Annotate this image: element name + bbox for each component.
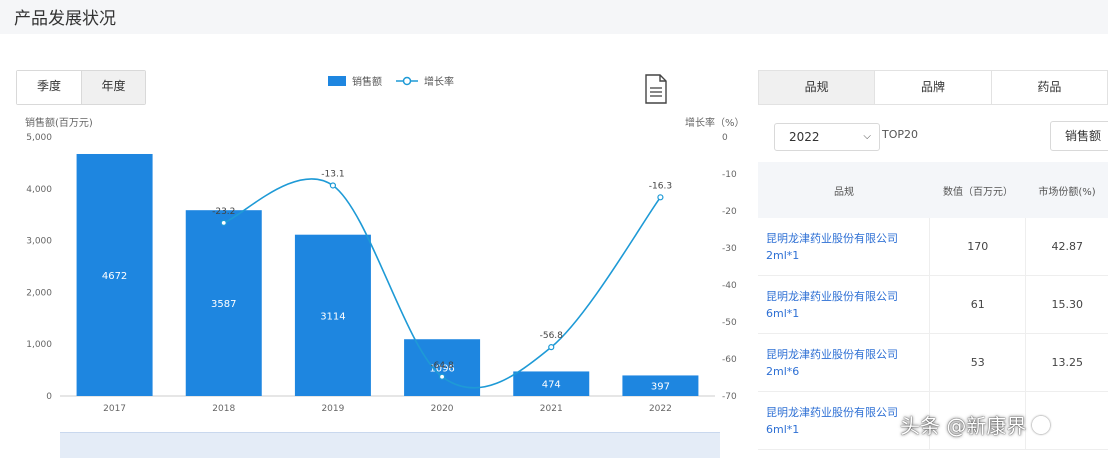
row-value: 53	[970, 356, 985, 369]
bar-value-label: 3587	[211, 299, 236, 310]
year-button[interactable]: 年度	[81, 71, 145, 104]
x-tick-label: 2019	[321, 404, 344, 414]
row-value: 170	[967, 240, 989, 253]
y-right-tick-label: -70	[722, 392, 737, 402]
bar-value-label: 1096	[429, 364, 454, 375]
growth-point	[657, 194, 664, 201]
y-right-tick-label: -30	[722, 244, 737, 254]
row-value: 61	[970, 298, 985, 311]
growth-value-label: -13.1	[321, 169, 344, 179]
ranking-table: 品规 数值（百万元） 市场份额(%) 昆明龙津药业股份有限公司 2ml*1 17…	[758, 162, 1108, 450]
year-select[interactable]: 2022 ⌵	[774, 123, 880, 151]
watermark-text: 头条 @新康界	[900, 414, 1027, 438]
y-left-tick-label: 3,000	[26, 237, 52, 247]
growth-value-label: -16.3	[649, 181, 672, 191]
x-tick-label: 2021	[540, 404, 563, 414]
legend-bar-label[interactable]: 销售额	[352, 77, 382, 88]
y-left-tick-label: 4,000	[26, 185, 52, 195]
growth-point	[329, 182, 337, 189]
legend-line-swatch[interactable]	[396, 75, 418, 87]
sort-button[interactable]: 销售额	[1050, 121, 1108, 151]
bar-value-label: 4672	[102, 271, 127, 282]
bar	[185, 210, 262, 396]
quarter-button[interactable]: 季度	[17, 71, 81, 104]
table-row[interactable]: 昆明龙津药业股份有限公司 6ml*1	[758, 392, 1108, 450]
x-tick-label: 2018	[212, 404, 235, 414]
bar-value-label: 397	[651, 382, 670, 393]
table-row[interactable]: 昆明龙津药业股份有限公司 2ml*6 53 13.25	[758, 334, 1108, 392]
row-name-link[interactable]: 昆明龙津药业股份有限公司 6ml*1	[766, 405, 898, 436]
document-icon[interactable]	[644, 74, 668, 104]
right-tabs: 品规 品牌 药品	[758, 70, 1108, 105]
year-select-value: 2022	[789, 130, 820, 144]
growth-value-label: -56.8	[540, 331, 564, 341]
row-name-link[interactable]: 昆明龙津药业股份有限公司 6ml*1	[766, 289, 898, 320]
y-left-tick-label: 5,000	[26, 133, 52, 143]
row-name-link[interactable]: 昆明龙津药业股份有限公司 2ml*6	[766, 347, 898, 378]
bar	[76, 153, 153, 396]
logo-icon	[1032, 415, 1051, 434]
row-share: 42.87	[1051, 240, 1083, 253]
x-tick-label: 2017	[103, 404, 126, 414]
row-share: 13.25	[1051, 356, 1083, 369]
y-right-tick-label: -20	[722, 207, 737, 217]
bar	[294, 234, 371, 396]
y-left-tick-label: 0	[46, 392, 52, 402]
sales-growth-chart: 0 1,000 2,000 3,000 4,000 5,000 0 -10 -20 -30 -40 -…	[26, 133, 737, 414]
top-label: TOP20	[882, 128, 919, 141]
y-right-tick-label: -50	[722, 318, 737, 328]
table-row[interactable]: 昆明龙津药业股份有限公司 2ml*1 170 42.87	[758, 218, 1108, 276]
period-toggle: 季度 年度	[16, 70, 146, 105]
tab-brand[interactable]: 品牌	[874, 71, 991, 104]
y-right-tick-label: 0	[722, 133, 728, 143]
x-tick-label: 2020	[431, 404, 454, 414]
page-title: 产品发展状况	[14, 9, 116, 29]
right-axis-title: 增长率（%）	[685, 118, 745, 129]
chart-scroll-slider[interactable]	[60, 432, 720, 458]
row-name-link[interactable]: 昆明龙津药业股份有限公司 2ml*1	[766, 231, 898, 262]
watermark: 头条 @新康界	[900, 410, 1051, 439]
y-right-tick-label: -10	[722, 170, 737, 180]
growth-value-label: -23.2	[212, 207, 235, 217]
left-axis-title: 销售额(百万元)	[25, 118, 93, 129]
tab-drug[interactable]: 药品	[990, 71, 1107, 104]
legend-line-label[interactable]: 增长率	[424, 77, 454, 88]
growth-point	[220, 219, 227, 226]
row-share: 15.30	[1051, 298, 1083, 311]
column-header-share: 市场份额(%)	[1038, 186, 1096, 198]
table-row[interactable]: 昆明龙津药业股份有限公司 6ml*1 61 15.30	[758, 276, 1108, 334]
column-header-value: 数值（百万元）	[943, 186, 1013, 198]
legend-bar-swatch[interactable]	[328, 75, 346, 86]
y-right-tick-label: -60	[722, 355, 737, 365]
bar	[513, 371, 590, 396]
bar	[404, 339, 481, 396]
y-right-tick-label: -40	[722, 281, 737, 291]
y-left-tick-label: 2,000	[26, 288, 52, 298]
column-header-spec: 品规	[834, 186, 854, 198]
tab-spec[interactable]: 品规	[759, 71, 875, 104]
bar	[622, 375, 699, 396]
bar-value-label: 3114	[320, 311, 345, 322]
growth-point	[548, 344, 555, 351]
growth-point	[438, 373, 446, 380]
x-tick-label: 2022	[649, 404, 672, 414]
chevron-down-icon: ⌵	[863, 131, 871, 142]
table-header: 品规 数值（百万元） 市场份额(%)	[758, 162, 1108, 218]
y-left-tick-label: 1,000	[26, 340, 52, 350]
bar-value-label: 474	[542, 380, 561, 391]
growth-value-label: -64.8	[430, 361, 454, 371]
chart-legend: 销售额 增长率	[328, 73, 468, 88]
